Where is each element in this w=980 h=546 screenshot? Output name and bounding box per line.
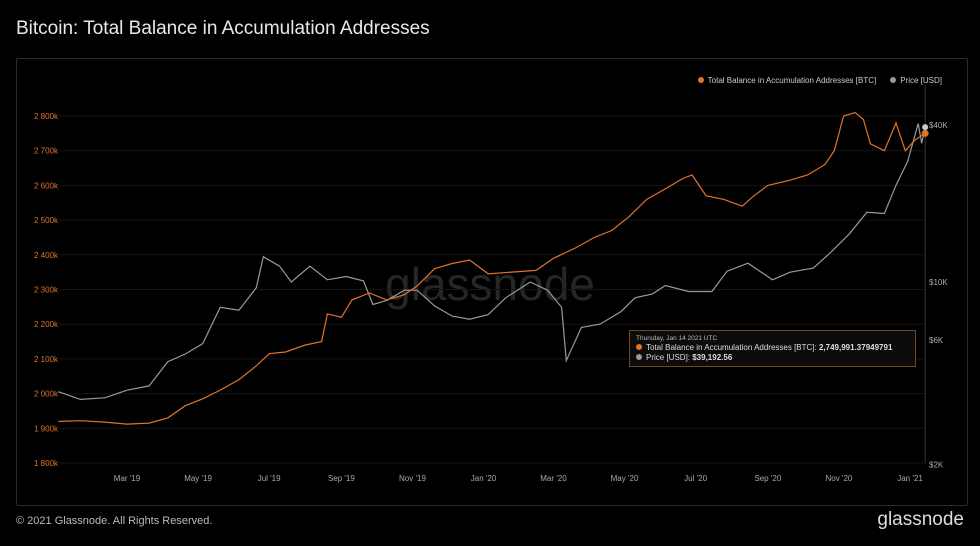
copyright: © 2021 Glassnode. All Rights Reserved.: [16, 515, 213, 527]
y-left-tick-label: 2 000k: [34, 390, 59, 399]
x-tick-label: Jul '20: [684, 474, 707, 483]
balance-dot-icon: [636, 344, 642, 350]
x-tick-label: Sep '19: [328, 474, 355, 483]
price-line: [58, 123, 926, 401]
x-tick-label: Sep '20: [754, 474, 781, 483]
legend-item-price[interactable]: Price [USD]: [890, 76, 942, 85]
x-tick-label: Nov '20: [825, 474, 852, 483]
x-tick-label: Jul '19: [258, 474, 281, 483]
x-tick-label: May '19: [184, 474, 212, 483]
y-left-tick-label: 2 100k: [34, 355, 59, 364]
tooltip: Thursday, Jan 14 2021 UTC Total Balance …: [629, 330, 916, 367]
legend-label: Price [USD]: [900, 76, 942, 85]
y-left-tick-label: 2 700k: [34, 147, 59, 156]
tooltip-date: Thursday, Jan 14 2021 UTC: [636, 335, 718, 342]
tooltip-price: Price [USD]: $39,192.56: [636, 353, 909, 363]
x-tick-label: Jan '20: [471, 474, 497, 483]
tooltip-value: $39,192.56: [692, 353, 733, 362]
y-right-tick-label: $40K: [929, 121, 948, 130]
price-dot-icon: [636, 354, 642, 360]
y-right-tick-label: $2K: [929, 460, 944, 469]
balance-hover-point: [921, 129, 929, 137]
y-left-tick-label: 2 300k: [34, 286, 59, 295]
tooltip-label: Price [USD]:: [646, 353, 693, 362]
y-left-tick-label: 1 800k: [34, 459, 59, 468]
page-title: Bitcoin: Total Balance in Accumulation A…: [16, 18, 430, 39]
y-left-tick-label: 2 600k: [34, 181, 59, 190]
x-tick-label: Jan '21: [897, 474, 923, 483]
tooltip-value: 2,749,991.37949791: [818, 343, 893, 352]
x-tick-label: Nov '19: [399, 474, 426, 483]
x-tick-label: Mar '19: [114, 474, 141, 483]
y-left-tick-label: 2 800k: [34, 112, 59, 121]
x-tick-label: Mar '20: [540, 474, 567, 483]
legend: Total Balance in Accumulation Addresses …: [697, 76, 942, 85]
y-left-tick-label: 2 200k: [34, 320, 59, 329]
y-right-tick-label: $6K: [929, 336, 944, 345]
tooltip-label: Total Balance in Accumulation Addresses …: [646, 343, 819, 352]
x-tick-label: May '20: [611, 474, 639, 483]
price-dot-icon: [890, 77, 897, 83]
logo: glassnode: [877, 509, 964, 530]
balance-dot-icon: [697, 77, 704, 83]
y-left-tick-label: 2 400k: [34, 251, 59, 260]
legend-item-balance[interactable]: Total Balance in Accumulation Addresses …: [697, 76, 877, 85]
price-hover-point: [922, 124, 929, 131]
watermark: glassnode: [385, 258, 595, 310]
tooltip-balance: Total Balance in Accumulation Addresses …: [636, 343, 909, 353]
legend-label: Total Balance in Accumulation Addresses …: [707, 76, 877, 85]
y-left-tick-label: 2 500k: [34, 216, 59, 225]
y-right-tick-label: $10K: [929, 278, 948, 287]
y-left-tick-label: 1 900k: [34, 424, 59, 433]
balance-line: [58, 111, 926, 425]
chart-frame: [16, 58, 968, 506]
